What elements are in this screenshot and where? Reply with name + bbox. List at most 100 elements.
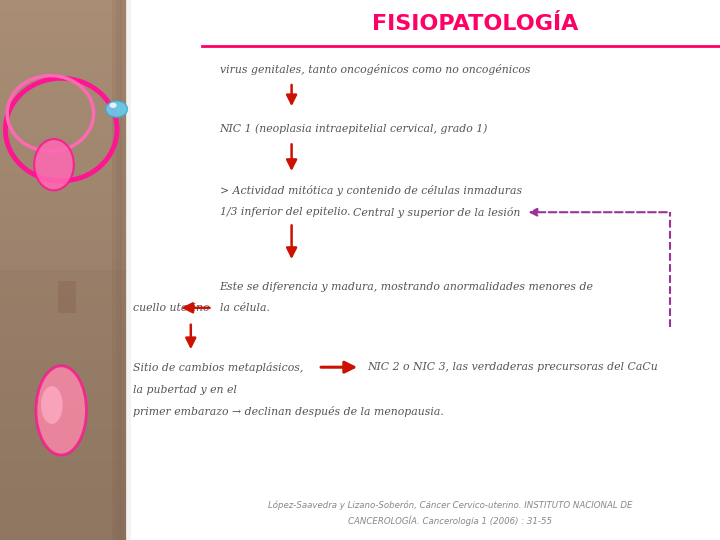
Bar bbox=[0, 437, 126, 443]
Bar bbox=[0, 373, 126, 378]
Bar bbox=[0, 184, 126, 189]
Text: > Actividad mitótica y contenido de células inmaduras: > Actividad mitótica y contenido de célu… bbox=[220, 185, 522, 195]
Bar bbox=[0, 459, 126, 464]
Bar bbox=[0, 340, 126, 346]
Bar bbox=[0, 108, 126, 113]
Bar bbox=[0, 146, 126, 151]
Bar bbox=[0, 54, 126, 59]
Bar bbox=[0, 400, 126, 405]
Text: Este se diferencia y madura, mostrando anormalidades menores de: Este se diferencia y madura, mostrando a… bbox=[220, 282, 593, 292]
Bar bbox=[0, 65, 126, 70]
Bar bbox=[0, 70, 126, 76]
Bar bbox=[0, 189, 126, 194]
Bar bbox=[0, 167, 126, 173]
Bar bbox=[0, 302, 126, 308]
Bar bbox=[0, 5, 126, 11]
Bar bbox=[0, 335, 126, 340]
Bar bbox=[0, 248, 126, 254]
Bar bbox=[0, 59, 126, 65]
Bar bbox=[0, 81, 126, 86]
Bar bbox=[0, 286, 126, 292]
Text: primer embarazo → declinan después de la menopausia.: primer embarazo → declinan después de la… bbox=[133, 406, 444, 417]
Bar bbox=[112, 0, 122, 540]
Bar bbox=[116, 0, 127, 540]
Ellipse shape bbox=[35, 139, 74, 191]
Text: la célula.: la célula. bbox=[220, 303, 269, 313]
Text: virus genitales, tanto oncogénicos como no oncogénicos: virus genitales, tanto oncogénicos como … bbox=[220, 64, 530, 75]
Bar bbox=[0, 151, 126, 157]
Bar bbox=[0, 194, 126, 200]
Bar bbox=[0, 383, 126, 389]
Bar bbox=[0, 475, 126, 481]
Bar bbox=[0, 119, 126, 124]
Bar bbox=[0, 124, 126, 130]
Bar bbox=[0, 454, 126, 459]
Text: NIC 1 (neoplasia intraepitelial cervical, grado 1): NIC 1 (neoplasia intraepitelial cervical… bbox=[220, 123, 488, 134]
Bar bbox=[0, 162, 126, 167]
Bar bbox=[0, 232, 126, 238]
Bar bbox=[0, 416, 126, 421]
Bar bbox=[0, 38, 126, 43]
Bar bbox=[0, 43, 126, 49]
Ellipse shape bbox=[41, 386, 63, 424]
Bar bbox=[0, 292, 126, 297]
Bar bbox=[0, 113, 126, 119]
Bar bbox=[0, 259, 126, 265]
Text: Central y superior de la lesión: Central y superior de la lesión bbox=[353, 207, 520, 218]
Bar bbox=[0, 157, 126, 162]
Bar bbox=[0, 270, 126, 275]
Text: la pubertad y en el: la pubertad y en el bbox=[133, 385, 237, 395]
Bar bbox=[120, 0, 131, 540]
Text: FISIOPATOLOGÍA: FISIOPATOLOGÍA bbox=[372, 14, 578, 35]
Text: López-Saavedra y Lizano-Soberón, Cáncer Cervico-uterino. INSTITUTO NACIONAL DE: López-Saavedra y Lizano-Soberón, Cáncer … bbox=[268, 500, 632, 510]
Bar bbox=[0, 524, 126, 529]
Bar bbox=[0, 394, 126, 400]
Bar bbox=[0, 275, 126, 281]
Bar bbox=[0, 130, 126, 135]
Bar bbox=[0, 313, 126, 319]
Text: NIC 2 o NIC 3, las verdaderas precursoras del CaCu: NIC 2 o NIC 3, las verdaderas precursora… bbox=[367, 362, 658, 372]
Bar bbox=[58, 281, 76, 313]
Bar bbox=[0, 481, 126, 486]
Bar bbox=[0, 0, 126, 5]
Bar bbox=[0, 265, 126, 270]
Bar bbox=[0, 497, 126, 502]
Bar bbox=[0, 97, 126, 103]
Bar bbox=[0, 486, 126, 491]
Bar bbox=[0, 27, 126, 32]
Bar bbox=[0, 205, 126, 211]
Bar bbox=[0, 297, 126, 302]
Ellipse shape bbox=[36, 366, 86, 455]
Bar bbox=[0, 92, 126, 97]
Bar bbox=[0, 518, 126, 524]
Bar bbox=[0, 200, 126, 205]
Bar bbox=[0, 22, 126, 27]
Bar bbox=[0, 324, 126, 329]
Bar bbox=[0, 513, 126, 518]
Bar bbox=[0, 140, 126, 146]
Bar bbox=[0, 362, 126, 367]
Bar bbox=[0, 221, 126, 227]
Bar bbox=[0, 351, 126, 356]
Bar bbox=[0, 410, 126, 416]
Bar bbox=[0, 470, 126, 475]
Bar bbox=[0, 443, 126, 448]
Bar bbox=[0, 103, 126, 108]
Bar bbox=[0, 178, 126, 184]
Circle shape bbox=[106, 101, 127, 117]
Bar bbox=[0, 86, 126, 92]
Bar bbox=[0, 216, 126, 221]
Bar bbox=[0, 389, 126, 394]
Text: cuello uterino: cuello uterino bbox=[133, 303, 210, 313]
Bar bbox=[0, 405, 126, 410]
Bar bbox=[0, 448, 126, 454]
Bar bbox=[0, 254, 126, 259]
Bar bbox=[0, 211, 126, 216]
Bar bbox=[0, 502, 126, 508]
Bar bbox=[0, 356, 126, 362]
Circle shape bbox=[109, 103, 117, 108]
Bar bbox=[0, 319, 126, 324]
Bar bbox=[0, 427, 126, 432]
Bar bbox=[0, 491, 126, 497]
Bar bbox=[0, 378, 126, 383]
